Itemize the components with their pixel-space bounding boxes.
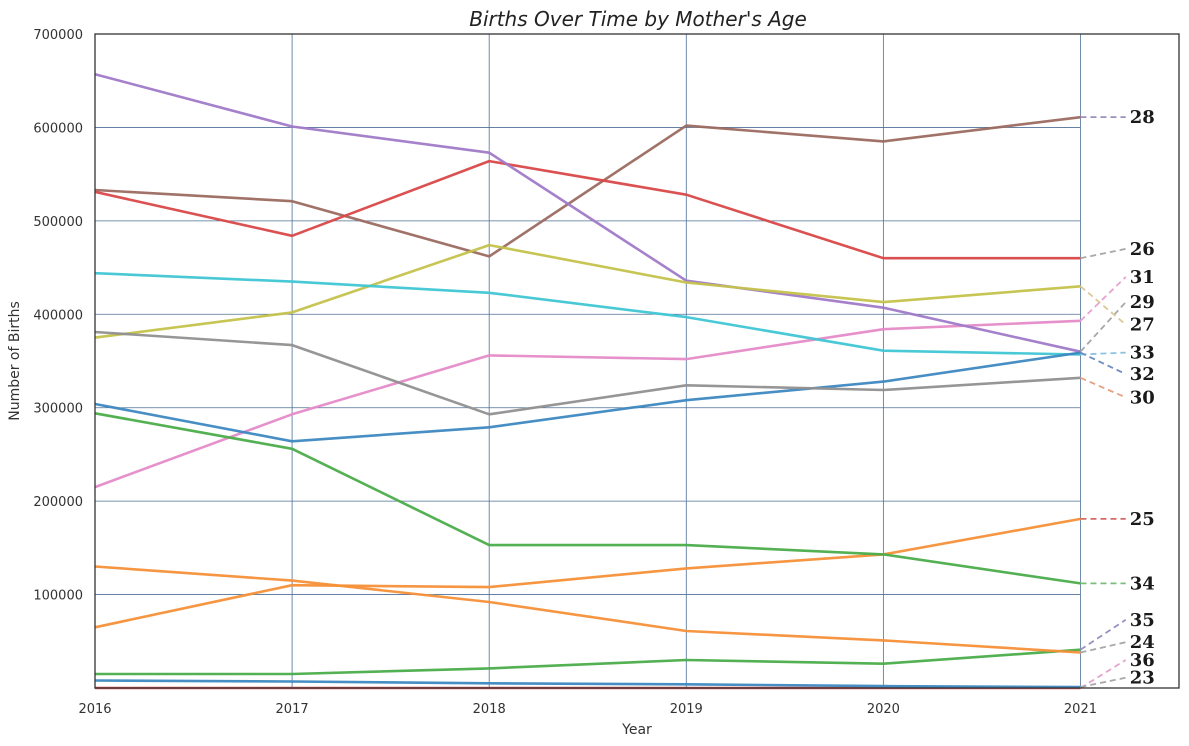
series-line-27 (94, 243, 1081, 339)
series-line-34 (94, 412, 1081, 585)
end-label-leaders (1079, 116, 1127, 689)
leader-line-32 (1080, 351, 1127, 375)
x-tick-label: 2018 (473, 702, 506, 717)
grid (94, 33, 1081, 688)
leader-line-24 (1080, 641, 1126, 654)
series-line-29 (94, 72, 1081, 353)
leader-line-30 (1080, 376, 1127, 399)
y-tick-label: 600000 (33, 121, 83, 136)
x-tick-label: 2017 (276, 702, 309, 717)
end-label-24: 24 (1130, 632, 1155, 653)
end-label-26: 26 (1130, 239, 1155, 260)
end-label-25: 25 (1130, 509, 1155, 530)
chart-title: Births Over Time by Mother's Age (469, 7, 807, 31)
series-line-30 (94, 330, 1081, 416)
leader-line-36 (1079, 659, 1127, 689)
series-line-25 (94, 517, 1081, 629)
y-tick-label: 300000 (33, 402, 83, 417)
x-tick-label: 2020 (867, 702, 900, 717)
y-axis-label: Number of Births (7, 301, 23, 421)
end-label-32: 32 (1130, 364, 1155, 385)
x-tick-label: 2016 (78, 702, 111, 717)
x-axis-ticks: 2016 2017 2018 2019 2020 2021 (78, 702, 1097, 717)
end-label-29: 29 (1130, 292, 1155, 313)
leader-line-26 (1080, 248, 1126, 260)
y-tick-label: 500000 (33, 215, 83, 230)
leader-line-27 (1079, 285, 1127, 326)
series-line-32 (94, 351, 1081, 443)
series-line-23 (94, 679, 1081, 689)
y-axis-ticks: 100000 200000 300000 400000 500000 600000 7000… (33, 28, 83, 604)
leader-line-29 (1079, 301, 1127, 353)
end-label-35: 35 (1130, 610, 1155, 631)
end-label-33: 33 (1130, 343, 1155, 364)
x-tick-label: 2019 (670, 702, 703, 717)
end-label-31: 31 (1130, 267, 1155, 288)
end-label-23: 23 (1130, 668, 1155, 689)
plot-frame (94, 33, 1180, 689)
leader-line-31 (1079, 276, 1127, 322)
x-tick-label: 2021 (1064, 702, 1097, 717)
end-label-34: 34 (1130, 573, 1155, 594)
y-tick-label: 700000 (33, 28, 83, 43)
leader-line-23 (1080, 676, 1126, 688)
series-lines (94, 72, 1081, 690)
y-tick-label: 200000 (33, 495, 83, 510)
series-line-24 (94, 565, 1081, 654)
leader-line-33 (1080, 351, 1126, 356)
series-line-28 (94, 115, 1081, 258)
series-line-35 (95, 648, 1081, 676)
end-label-27: 27 (1130, 315, 1155, 336)
end-label-36: 36 (1130, 650, 1155, 671)
x-axis-label: Year (621, 722, 652, 738)
series-line-31 (94, 319, 1081, 489)
series-line-33 (94, 271, 1081, 356)
y-tick-label: 400000 (33, 308, 83, 323)
end-label-28: 28 (1130, 107, 1155, 128)
y-tick-label: 100000 (33, 589, 83, 604)
end-label-30: 30 (1130, 387, 1155, 408)
leader-line-35 (1079, 619, 1127, 651)
series-line-26 (94, 159, 1081, 260)
